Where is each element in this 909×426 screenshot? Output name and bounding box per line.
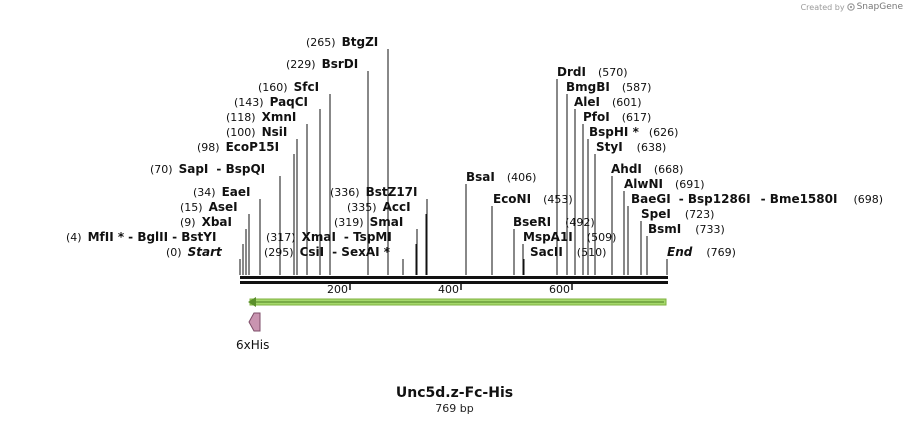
enzyme-label: End (769): [667, 245, 736, 259]
enzyme-label: PfoI (617): [583, 110, 651, 124]
enzyme-label: (143) PaqCI: [234, 95, 308, 109]
enzyme-label: DrdI (570): [557, 65, 628, 79]
enzyme-label: StyI (638): [596, 140, 666, 154]
enzyme-label: BsmI (733): [648, 222, 725, 236]
enzyme-label: SpeI (723): [641, 207, 714, 221]
enzyme-label: MspA1I (509): [523, 230, 616, 244]
enzyme-label: BaeGI - Bsp1286I - Bme1580I (698): [631, 192, 883, 206]
enzyme-label: (15) AseI: [180, 200, 238, 214]
cut-site-lines: [239, 49, 668, 275]
enzyme-label: (9) XbaI: [180, 215, 232, 229]
enzyme-label: AhdI (668): [611, 162, 683, 176]
plasmid-title-block: Unc5d.z-Fc-His 769 bp: [0, 385, 909, 415]
enzyme-label: (34) EaeI: [193, 185, 251, 199]
enzyme-label: (4) MfII * - BglII - BstYI: [66, 230, 216, 244]
enzyme-label: (0) Start: [166, 245, 223, 259]
ruler-tick-label: 400: [438, 283, 459, 296]
enzyme-label: (100) NsiI: [226, 125, 287, 139]
enzyme-label: (98) EcoP15I: [197, 140, 279, 154]
enzyme-label: (229) BsrDI: [286, 57, 358, 71]
feature-label: 6xHis: [236, 338, 269, 352]
sequence-backbone: [240, 276, 668, 284]
his-tag-feature: [248, 312, 261, 332]
enzyme-label: BsaI (406): [466, 170, 536, 184]
enzyme-label: (319) SmaI: [334, 215, 403, 229]
enzyme-label: (160) SfcI: [258, 80, 319, 94]
enzyme-label: EcoNI (453): [493, 192, 573, 206]
enzyme-label: (70) SapI - BspQI: [150, 162, 265, 176]
enzyme-label: (295) CsiI - SexAI *: [264, 245, 391, 259]
ruler-tick-label: 600: [549, 283, 570, 296]
enzyme-label: AleI (601): [574, 95, 642, 109]
enzyme-label: SacII (510): [530, 245, 606, 259]
enzyme-label: BspHI * (626): [589, 125, 678, 139]
snapgene-credit: Created by SnapGene: [801, 2, 903, 12]
credit-prefix: Created by: [800, 2, 845, 12]
snapgene-logo-icon: [846, 3, 855, 11]
enzyme-label: BmgBI (587): [566, 80, 651, 94]
plasmid-length: 769 bp: [435, 402, 474, 415]
ruler: 200 400 600: [327, 283, 573, 296]
feature-arrow: [248, 297, 667, 307]
enzyme-label: BseRI (492): [513, 215, 595, 229]
ruler-tick-label: 200: [327, 283, 348, 296]
enzyme-label: (335) AccI: [347, 200, 411, 214]
enzyme-label: (317) XmaI - TspMI: [266, 230, 392, 244]
credit-brand: SnapGene: [856, 2, 903, 12]
enzyme-label: AlwNI (691): [624, 177, 705, 191]
enzyme-label: (265) BtgZI: [306, 35, 378, 49]
enzyme-label: (336) BstZ17I: [330, 185, 417, 199]
enzyme-label: (118) XmnI: [226, 110, 296, 124]
plasmid-name: Unc5d.z-Fc-His: [395, 385, 514, 401]
